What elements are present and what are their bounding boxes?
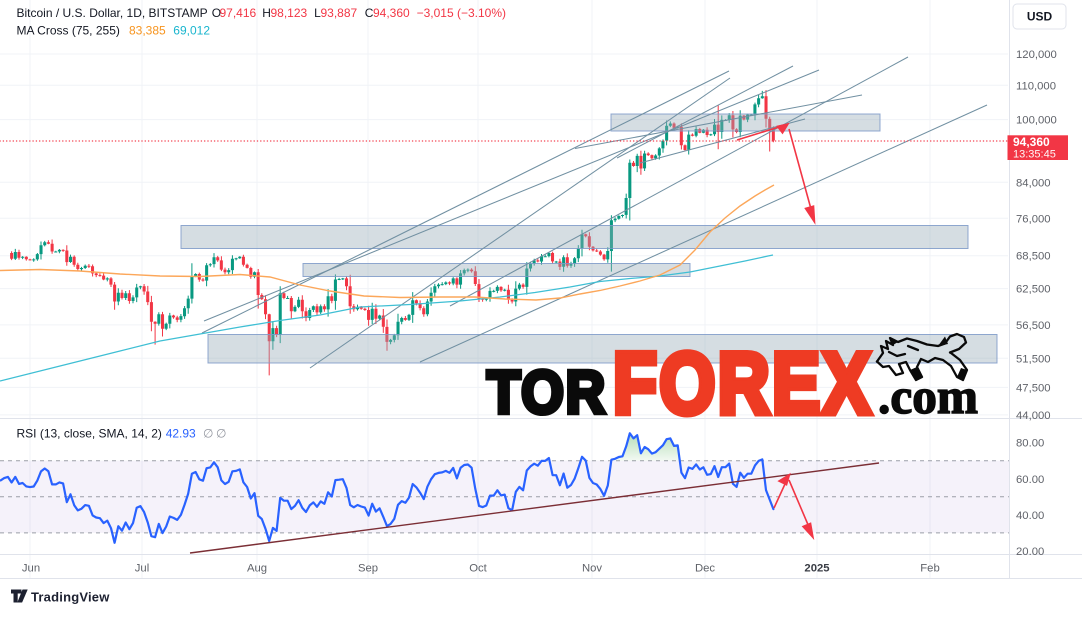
svg-text:∅: ∅	[216, 427, 226, 441]
svg-text:51,500: 51,500	[1016, 353, 1051, 365]
svg-text:FOREX: FOREX	[613, 336, 873, 432]
svg-text:44,000: 44,000	[1016, 410, 1051, 422]
svg-text:TradingView: TradingView	[31, 590, 110, 605]
svg-text:40.00: 40.00	[1016, 510, 1044, 522]
svg-text:68,500: 68,500	[1016, 251, 1051, 263]
svg-text:100,000: 100,000	[1016, 115, 1057, 127]
svg-text:83,385: 83,385	[129, 24, 166, 38]
svg-text:110,000: 110,000	[1016, 80, 1056, 92]
svg-text:62,500: 62,500	[1016, 284, 1051, 296]
svg-text:MA Cross (75, 255): MA Cross (75, 255)	[17, 24, 120, 38]
svg-text:69,012: 69,012	[173, 24, 210, 38]
svg-text:Aug: Aug	[247, 563, 267, 575]
svg-text:Oct: Oct	[469, 563, 487, 575]
svg-text:97,416: 97,416	[220, 6, 257, 20]
svg-text:Sep: Sep	[358, 563, 378, 575]
svg-text:O: O	[212, 6, 221, 20]
svg-text:60.00: 60.00	[1016, 474, 1044, 486]
svg-text:93,887: 93,887	[321, 6, 358, 20]
svg-text:84,000: 84,000	[1016, 177, 1051, 189]
svg-text:.com: .com	[878, 368, 978, 424]
svg-text:C: C	[365, 6, 374, 20]
svg-text:RSI (13, close, SMA, 14, 2): RSI (13, close, SMA, 14, 2)	[17, 427, 162, 441]
svg-text:Bitcoin / U.S. Dollar, 1D, BIT: Bitcoin / U.S. Dollar, 1D, BITSTAMP	[17, 6, 208, 20]
svg-text:80.00: 80.00	[1016, 438, 1044, 450]
svg-text:94,360: 94,360	[1013, 135, 1050, 149]
svg-text:∅: ∅	[203, 427, 213, 441]
svg-text:USD: USD	[1027, 10, 1053, 24]
svg-text:Nov: Nov	[582, 563, 602, 575]
svg-text:Feb: Feb	[920, 563, 939, 575]
svg-text:56,500: 56,500	[1016, 320, 1051, 332]
svg-text:13:35:45: 13:35:45	[1013, 148, 1056, 160]
svg-text:98,123: 98,123	[271, 6, 308, 20]
svg-text:20.00: 20.00	[1016, 546, 1044, 558]
svg-text:2025: 2025	[804, 563, 829, 575]
svg-text:42.93: 42.93	[166, 427, 196, 441]
svg-text:120,000: 120,000	[1016, 49, 1057, 61]
svg-text:Jul: Jul	[135, 563, 149, 575]
svg-text:Dec: Dec	[695, 563, 715, 575]
svg-text:76,000: 76,000	[1016, 213, 1051, 225]
svg-text:47,500: 47,500	[1016, 382, 1051, 394]
svg-text:L: L	[314, 6, 321, 20]
svg-text:94,360: 94,360	[373, 6, 410, 20]
svg-text:TOR: TOR	[487, 359, 607, 426]
svg-text:−3,015 (−3.10%): −3,015 (−3.10%)	[417, 6, 506, 20]
svg-text:H: H	[262, 6, 271, 20]
svg-text:Jun: Jun	[22, 563, 40, 575]
